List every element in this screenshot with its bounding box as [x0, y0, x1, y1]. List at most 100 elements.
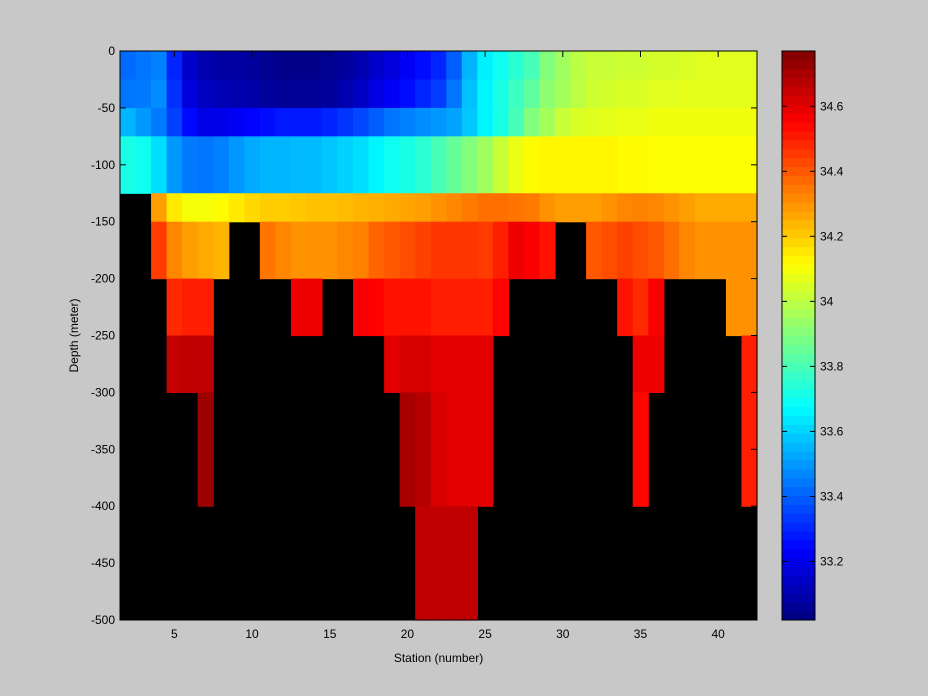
heatmap-cell	[120, 136, 137, 194]
heatmap-cell	[430, 221, 447, 280]
heatmap-cell	[632, 79, 649, 109]
heatmap-cell	[182, 335, 199, 393]
heatmap-cell	[523, 221, 541, 280]
colorbar-segment	[782, 335, 815, 345]
heatmap-cell	[617, 136, 634, 194]
colorbar-segment	[782, 51, 815, 61]
heatmap-cell	[259, 136, 276, 194]
heatmap-cell	[415, 221, 432, 280]
heatmap-cell	[710, 221, 727, 280]
heatmap-cell	[337, 79, 354, 109]
heatmap-cell	[446, 335, 463, 393]
heatmap-cell	[632, 335, 649, 393]
heatmap-cell	[197, 136, 214, 194]
heatmap-cell	[679, 193, 696, 223]
colorbar-segment	[782, 77, 815, 88]
heatmap-cell	[166, 193, 183, 223]
colorbar-tick-label: 33.4	[820, 489, 844, 503]
heatmap-cell	[586, 107, 603, 137]
heatmap-cell	[166, 278, 183, 337]
colorbar-segment	[782, 68, 815, 79]
heatmap-cell	[601, 107, 618, 137]
heatmap-cell	[415, 506, 432, 621]
colorbar-segment	[782, 326, 815, 336]
heatmap-cell	[228, 136, 245, 194]
colorbar-frame	[781, 50, 816, 621]
heatmap-cell	[228, 51, 245, 81]
heatmap-cell	[725, 79, 743, 109]
colorbar-segment	[782, 291, 815, 301]
colorbar-tick-label: 34	[820, 294, 834, 308]
colorbar-segment	[782, 157, 815, 168]
heatmap-cell	[523, 136, 541, 194]
colorbar-tick-label: 33.2	[820, 554, 844, 568]
y-tick-label: -300	[91, 385, 115, 399]
heatmap-cell	[741, 79, 758, 109]
colorbar-tick-label: 33.6	[820, 424, 844, 438]
heatmap-cell	[461, 79, 478, 109]
heatmap-cell	[648, 335, 665, 393]
y-tick-label: 0	[108, 44, 115, 58]
heatmap-cell	[492, 107, 510, 137]
heatmap-cell	[617, 193, 634, 223]
y-axis: 0 -50 -100 -150 -200 -250 -300 -350 -400 -450 -500	[91, 44, 757, 627]
heatmap-cell	[228, 79, 245, 109]
colorbar-axis: 33.2 33.4 33.6 33.8 34 34.2 34.4 34.6	[782, 99, 844, 568]
colorbar-segment	[782, 282, 815, 292]
heatmap-cell	[182, 221, 199, 280]
colorbar-segment	[782, 237, 815, 248]
heatmap-cell	[617, 278, 634, 337]
heatmap-cell	[368, 107, 385, 137]
heatmap-cell	[648, 51, 665, 81]
colorbar-tick-label: 34.2	[820, 229, 844, 243]
colorbar-segment	[782, 406, 815, 417]
heatmap-cell	[321, 193, 339, 223]
heatmap-cell	[741, 136, 758, 194]
colorbar-segment	[782, 433, 815, 443]
colorbar-segment	[782, 522, 815, 532]
heatmap-cell	[306, 136, 323, 194]
colorbar-segment	[782, 495, 815, 505]
heatmap-cell	[384, 193, 401, 223]
heatmap-cell	[182, 136, 199, 194]
heatmap-cell	[648, 107, 665, 137]
heatmap-cell	[182, 79, 199, 109]
heatmap-cell	[477, 392, 494, 507]
heatmap-cell	[492, 278, 510, 337]
heatmap-cell	[259, 193, 276, 223]
heatmap-cell	[321, 107, 339, 137]
colorbar-tick-label: 33.8	[820, 359, 844, 373]
heatmap-cell	[694, 193, 711, 223]
y-tick-label: -500	[91, 613, 115, 627]
colorbar-segment	[782, 104, 815, 114]
heatmap-cell	[586, 51, 603, 81]
y-tick-label: -250	[91, 329, 115, 343]
heatmap-cell	[632, 221, 649, 280]
heatmap-cell	[477, 278, 494, 337]
heatmap-cell	[461, 278, 478, 337]
heatmap-cell	[399, 278, 416, 337]
colorbar-segment	[782, 122, 815, 132]
heatmap-cell	[586, 221, 603, 280]
heatmap-cell	[679, 51, 696, 81]
heatmap-cell	[384, 335, 401, 393]
heatmap-cell	[648, 221, 665, 280]
heatmap-cell	[197, 335, 214, 393]
heatmap-cell	[197, 51, 214, 81]
heatmap-cell	[337, 51, 354, 81]
heatmap-cell	[166, 136, 183, 194]
heatmap-cell	[306, 51, 323, 81]
heatmap-cell	[508, 221, 525, 280]
heatmap-cell	[741, 51, 758, 81]
heatmap-cell	[259, 79, 276, 109]
heatmap-cell	[632, 51, 649, 81]
colorbar-segment	[782, 584, 815, 594]
heatmap-cell	[617, 79, 634, 109]
colorbar-segment	[782, 131, 815, 141]
heatmap-cell	[461, 136, 478, 194]
heatmap-cell	[306, 79, 323, 109]
heatmap-cell	[182, 51, 199, 81]
heatmap-cell	[197, 193, 214, 223]
heatmap-cell	[679, 136, 696, 194]
colorbar-segment	[782, 219, 815, 230]
